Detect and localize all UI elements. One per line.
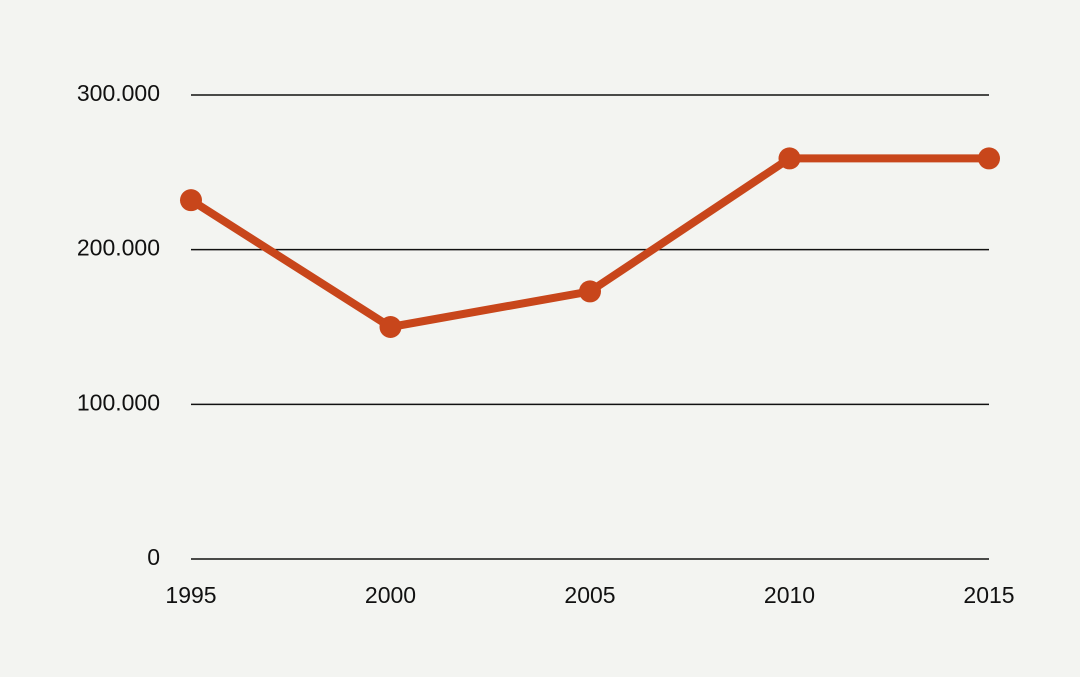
x-tick-label: 2000 [365,582,416,608]
y-tick-label: 200.000 [77,235,160,261]
y-tick-label: 100.000 [77,389,160,415]
data-point [180,189,202,212]
x-tick-label: 2010 [764,582,815,608]
data-point [379,316,402,338]
y-tick-label: 0 [147,544,160,570]
x-tick-label: 2015 [963,582,1014,608]
y-tick-label: 300.000 [77,80,160,106]
x-tick-label: 1995 [165,582,216,608]
data-point [778,147,801,170]
x-tick-label: 2005 [564,582,615,608]
data-point [978,147,1000,170]
data-point [579,280,601,303]
